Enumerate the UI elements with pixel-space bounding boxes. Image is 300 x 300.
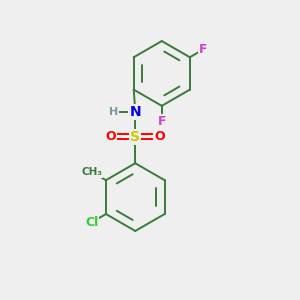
Text: F: F — [158, 115, 166, 128]
Text: S: S — [130, 130, 140, 144]
Text: CH₃: CH₃ — [81, 167, 102, 177]
Text: O: O — [154, 130, 165, 143]
Text: O: O — [106, 130, 116, 143]
Text: F: F — [199, 43, 207, 56]
Text: Cl: Cl — [85, 216, 99, 229]
Text: N: N — [130, 105, 141, 119]
Text: H: H — [109, 107, 118, 117]
